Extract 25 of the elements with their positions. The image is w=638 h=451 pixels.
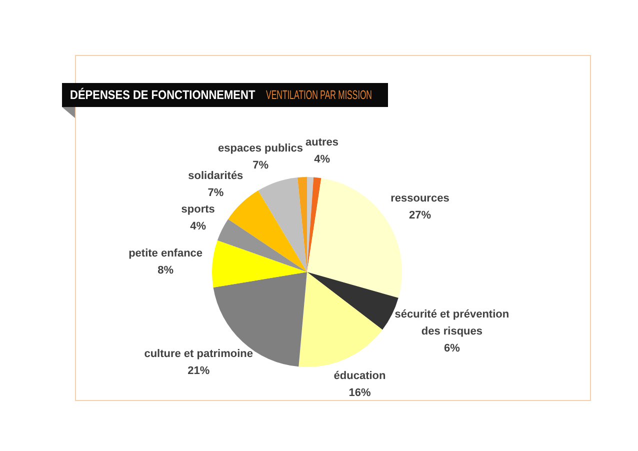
- data-label: 27%: [408, 209, 432, 222]
- pie-slice: [228, 190, 307, 272]
- slice-label: culture et patrimoine: [144, 348, 254, 360]
- text: autres 4%: [306, 136, 339, 166]
- data-label: 21%: [188, 364, 210, 377]
- data-label: 7%: [208, 186, 224, 199]
- data-label: 8%: [158, 264, 174, 277]
- pie-slice: [212, 240, 307, 288]
- slice-label: solidarités: [188, 170, 244, 182]
- data-label: 7%: [252, 160, 269, 172]
- slice-label: sports: [181, 204, 215, 216]
- pie-slice: [297, 177, 307, 272]
- slice-label: éducation: [334, 370, 386, 382]
- slice-label: sécurité et prévention des risques: [394, 308, 510, 338]
- pie-slice: [298, 272, 382, 367]
- slice-label: ressources: [390, 192, 450, 204]
- data-label: 16%: [348, 387, 371, 400]
- data-label: 6%: [444, 342, 460, 354]
- data-label: 4%: [190, 220, 206, 233]
- chart-subtitle: VENTILATION PAR MISSION: [266, 87, 372, 103]
- chart-title: DÉPENSES DE FONCTIONNEMENT: [70, 87, 256, 103]
- slice-label: petite enfance: [128, 248, 203, 260]
- pie-slice: [307, 177, 322, 272]
- slice-label: espaces publics: [218, 142, 304, 155]
- pie-slice: [217, 219, 307, 272]
